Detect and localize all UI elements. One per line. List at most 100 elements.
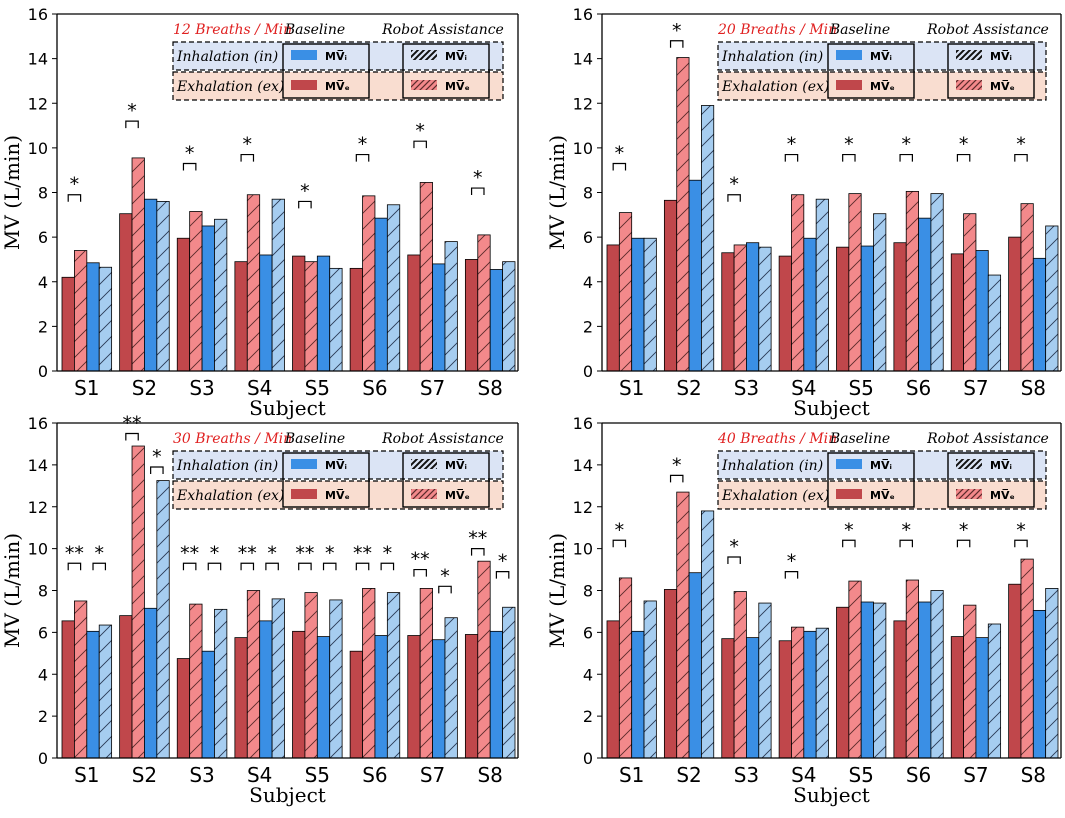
bar-exhalation-baseline-s5	[836, 606, 850, 759]
bar-inhalation-robot-s3	[214, 608, 228, 759]
legend-mve-robot: MV̅ₑ	[990, 80, 1015, 93]
x-tick-label-s2: S2	[132, 376, 157, 400]
bar-inhalation-baseline-s8	[1032, 609, 1047, 759]
legend-baseline-box	[827, 43, 915, 99]
bar-inhalation-baseline-s3	[201, 225, 215, 372]
legend-inhalation-label: Inhalation (in)	[721, 49, 823, 65]
y-tick-label: 14	[28, 50, 48, 69]
legend-inhalation-band	[172, 41, 504, 71]
legend-inhalation-band	[172, 450, 504, 480]
x-tick-label-s3: S3	[189, 763, 214, 787]
bar-inhalation-baseline-s3	[746, 637, 760, 759]
legend-mvi-baseline: MV̅ᵢ	[870, 50, 892, 63]
legend-swatch-inhalation-baseline	[836, 50, 862, 60]
bar-exhalation-robot-s6	[905, 579, 919, 759]
significance-bracket	[240, 562, 255, 571]
y-tick-label: 8	[583, 582, 593, 601]
bar-exhalation-robot-s7	[419, 588, 433, 759]
y-tick-label: 16	[573, 5, 593, 24]
bar-inhalation-robot-s1	[643, 237, 657, 372]
significance-bracket	[784, 571, 799, 579]
legend-mve-robot: MV̅ₑ	[445, 489, 470, 502]
bar-inhalation-robot-s2	[701, 510, 715, 759]
significance-bracket	[1014, 539, 1028, 548]
legend-robot-label: Robot Assistance	[926, 431, 1049, 447]
bar-inhalation-robot-s8	[1045, 588, 1059, 759]
bar-inhalation-baseline-s7	[432, 263, 446, 372]
significance-bracket	[265, 562, 279, 571]
significance-bracket	[784, 153, 799, 162]
bar-exhalation-robot-s3	[733, 244, 747, 372]
bar-inhalation-baseline-s1	[86, 262, 100, 372]
x-tick-label-s6: S6	[906, 376, 931, 400]
significance-bracket	[207, 562, 222, 571]
bar-exhalation-baseline-s1	[61, 620, 75, 759]
significance-bracket	[727, 556, 741, 564]
significance-bracket	[355, 153, 370, 162]
bar-inhalation-robot-s1	[643, 600, 657, 759]
bar-inhalation-baseline-s4	[803, 237, 817, 372]
significance-marker: *	[787, 134, 797, 156]
significance-bracket	[612, 162, 627, 171]
significance-marker: *	[729, 536, 739, 558]
bar-exhalation-robot-s1	[74, 250, 88, 372]
bar-exhalation-robot-s1	[618, 577, 633, 759]
significance-bracket	[470, 548, 485, 556]
x-tick-label-s7: S7	[420, 376, 445, 400]
significance-bracket	[956, 153, 971, 162]
legend-swatch-exhalation-robot	[956, 80, 982, 90]
bar-exhalation-robot-s6	[905, 190, 919, 372]
legend-exhalation-band	[717, 71, 1047, 101]
y-tick-label: 4	[38, 665, 48, 684]
bar-inhalation-baseline-s2	[688, 179, 702, 372]
significance-bracket	[842, 153, 856, 162]
bar-exhalation-baseline-s4	[778, 640, 792, 759]
bar-inhalation-robot-s7	[444, 241, 458, 372]
bar-inhalation-baseline-s6	[374, 217, 388, 372]
bar-exhalation-baseline-s7	[950, 636, 964, 759]
legend-swatch-inhalation-robot	[411, 459, 437, 469]
y-tick-label: 0	[38, 749, 48, 768]
significance-bracket	[67, 562, 82, 571]
x-tick-label-s4: S4	[247, 763, 272, 787]
legend-baseline-box	[282, 452, 370, 508]
bar-inhalation-baseline-s1	[631, 237, 645, 372]
significance-marker: **	[295, 542, 314, 564]
bar-exhalation-robot-s3	[733, 591, 747, 759]
bar-inhalation-robot-s4	[271, 198, 285, 372]
significance-marker: **	[411, 549, 430, 571]
legend-swatch-inhalation-baseline	[836, 459, 862, 469]
legend-inhalation-band	[717, 450, 1047, 480]
bar-exhalation-baseline-s8	[464, 259, 479, 372]
legend-mve-baseline: MV̅ₑ	[325, 80, 350, 93]
x-axis-title: Subject	[249, 783, 326, 807]
x-tick-label-s5: S5	[848, 763, 873, 787]
y-tick-label: 8	[38, 184, 48, 203]
bar-inhalation-robot-s2	[156, 480, 170, 759]
legend-swatch-inhalation-robot	[956, 50, 982, 60]
bar-inhalation-baseline-s4	[803, 630, 817, 759]
y-tick-label: 16	[28, 5, 48, 24]
legend-baseline-label: Baseline	[829, 22, 890, 38]
bar-inhalation-baseline-s8	[489, 269, 503, 372]
x-tick-label-s1: S1	[74, 763, 99, 787]
significance-marker: *	[672, 20, 682, 42]
y-tick-label: 6	[38, 228, 48, 247]
significance-bracket	[612, 539, 627, 548]
significance-marker: **	[65, 542, 84, 564]
y-tick-label: 2	[38, 707, 48, 726]
bar-inhalation-robot-s5	[329, 267, 343, 372]
legend-exhalation-band	[172, 480, 504, 510]
bar-exhalation-baseline-s8	[1008, 583, 1022, 759]
bar-inhalation-robot-s4	[815, 198, 829, 372]
bar-inhalation-robot-s4	[815, 627, 829, 759]
bar-exhalation-baseline-s7	[407, 254, 421, 372]
bar-inhalation-robot-s3	[758, 602, 772, 759]
bar-inhalation-robot-s2	[156, 201, 170, 372]
bar-inhalation-robot-s8	[502, 261, 516, 372]
significance-bracket	[899, 153, 913, 162]
